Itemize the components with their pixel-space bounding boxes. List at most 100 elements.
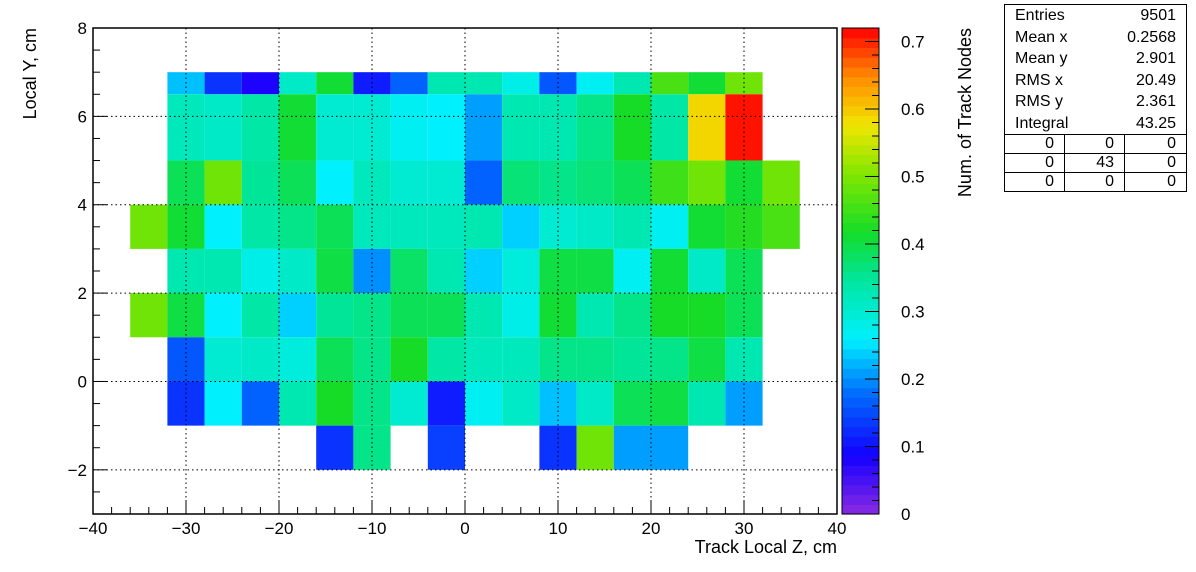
heatmap-cell [390, 248, 428, 294]
palette-tick-label: 0.1 [901, 438, 925, 457]
heatmap-cell [576, 160, 614, 205]
palette-band [842, 251, 879, 262]
heatmap-cell [204, 160, 242, 205]
stats-row-entries: Entries 9501 [1005, 5, 1186, 27]
heatmap-cell [167, 160, 205, 205]
x-tick-label: 10 [549, 519, 568, 538]
statistics-box: Entries 9501 Mean x 0.2568 Mean y 2.901 RMS… [1004, 4, 1187, 192]
x-tick-label: 30 [735, 519, 754, 538]
heatmap-cell [316, 381, 354, 426]
stats-label: Mean y [1015, 50, 1068, 67]
stats-value: 2.901 [1135, 50, 1176, 67]
heatmap-cell [465, 94, 503, 161]
heatmap-cell [502, 381, 540, 426]
heatmap-cell [204, 204, 242, 249]
heatmap-cell [613, 425, 651, 470]
palette-band [842, 280, 879, 292]
heatmap-cell [427, 248, 465, 294]
palette-ticks: 0 0.1 0.2 0.3 0.4 0.5 0.6 0.7 [865, 27, 925, 524]
palette-band [842, 494, 879, 505]
heatmap-cell [353, 160, 391, 205]
palette-band [842, 66, 879, 78]
heatmap-cells [130, 72, 800, 470]
heatmap-cell [279, 293, 317, 338]
heatmap-cell [651, 381, 689, 426]
palette-band [842, 300, 879, 311]
heatmap-cell [688, 72, 726, 95]
stats-overflow-grid: 0 0 0 0 43 0 0 0 0 [1005, 134, 1186, 191]
palette-band [842, 37, 879, 49]
y-tick-label: 4 [78, 196, 87, 215]
heatmap-cell [539, 337, 577, 382]
heatmap-cell [688, 293, 726, 338]
heatmap-cell [651, 293, 689, 338]
heatmap-cell [576, 94, 614, 161]
stats-grid-cell: 0 [1005, 173, 1065, 191]
heatmap-cell [502, 72, 540, 95]
heatmap-cell [316, 337, 354, 382]
palette-band [842, 76, 879, 87]
heatmap-cell [427, 381, 465, 426]
x-tick-label: −40 [79, 519, 108, 538]
heatmap-cell [427, 337, 465, 382]
palette-band [842, 261, 879, 272]
heatmap-cell [651, 248, 689, 294]
heatmap-cell [241, 248, 279, 294]
heatmap-cell [725, 337, 763, 382]
heatmap-cell [241, 160, 279, 205]
heatmap-cell [502, 337, 540, 382]
heatmap-cell [204, 381, 242, 426]
heatmap-cell [613, 381, 651, 426]
heatmap-cell [613, 204, 651, 249]
heatmap-cell [465, 248, 503, 294]
color-palette [841, 27, 880, 515]
heatmap-cell [427, 160, 465, 205]
heatmap-cell [465, 72, 503, 95]
heatmap-cell [204, 248, 242, 294]
heatmap-cell [576, 248, 614, 294]
heatmap-cell [613, 293, 651, 338]
heatmap-cell [688, 381, 726, 426]
palette-band [842, 241, 879, 253]
palette-band [842, 154, 879, 165]
palette-band [842, 465, 879, 476]
stats-label: Mean x [1015, 28, 1068, 46]
heatmap-cell [241, 293, 279, 338]
stats-grid-cell: 0 [1167, 173, 1176, 190]
palette-band [842, 212, 879, 223]
stats-label: Entries [1015, 7, 1065, 24]
palette-band [842, 232, 879, 243]
stats-value: 20.49 [1135, 71, 1176, 89]
x-tick-label: 40 [828, 519, 847, 538]
y-tick-label: 8 [78, 19, 87, 38]
palette-band [842, 358, 879, 369]
stats-grid-cell: 43 [1065, 154, 1125, 173]
heatmap-cell [279, 337, 317, 382]
heatmap-cell [316, 160, 354, 205]
heatmap-cell [204, 72, 242, 95]
heatmap-cell [613, 160, 651, 205]
heatmap-cell [576, 425, 614, 470]
heatmap-cell [279, 94, 317, 161]
stats-grid-cell: 0 [1125, 135, 1186, 154]
heatmap-cell [241, 381, 279, 426]
x-tick-label: 0 [460, 519, 469, 538]
heatmap-cell [613, 337, 651, 382]
palette-band [842, 426, 879, 437]
stats-row-rms-x: RMS x 20.49 [1005, 70, 1186, 92]
heatmap-cell [316, 425, 354, 470]
heatmap-cell [688, 94, 726, 161]
x-tick-label: 20 [642, 519, 661, 538]
heatmap-cell [204, 337, 242, 382]
heatmap-cell [353, 337, 391, 382]
heatmap-cell [502, 160, 540, 205]
heatmap-cell [427, 204, 465, 249]
palette-band [842, 57, 879, 68]
heatmap-cell [427, 94, 465, 161]
heatmap-cell [502, 293, 540, 338]
heatmap-cell [688, 337, 726, 382]
palette-band [842, 47, 879, 58]
heatmap-cell [316, 293, 354, 338]
